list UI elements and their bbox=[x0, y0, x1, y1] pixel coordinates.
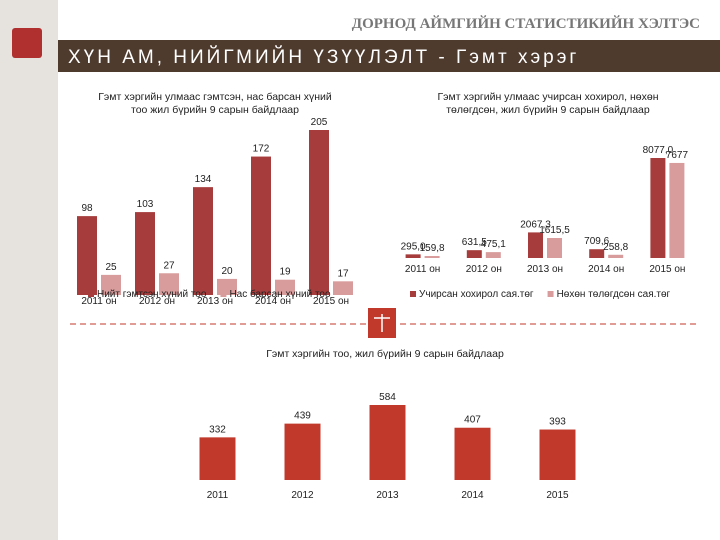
x-tick-label: 2014 bbox=[461, 490, 484, 501]
legend-swatch bbox=[410, 291, 416, 297]
x-tick-label: 2015 он bbox=[313, 296, 349, 307]
legend-label: Нөхөн төлөгдсөн сая.төг bbox=[557, 289, 671, 300]
x-tick-label: 2012 bbox=[291, 490, 314, 501]
bar bbox=[101, 274, 121, 295]
bar bbox=[454, 427, 491, 480]
data-label: 295,0 bbox=[401, 241, 426, 252]
bar bbox=[547, 237, 562, 258]
x-tick-label: 2015 он bbox=[649, 264, 685, 275]
bar bbox=[589, 249, 605, 258]
bar bbox=[528, 232, 543, 258]
bar bbox=[608, 254, 624, 258]
x-tick-label: 2012 он bbox=[139, 296, 175, 307]
data-label: 205 bbox=[311, 117, 328, 128]
x-tick-label: 2013 bbox=[376, 490, 399, 501]
data-label: 393 bbox=[549, 417, 566, 428]
side-strip bbox=[0, 0, 58, 540]
bar bbox=[466, 250, 482, 258]
x-tick-label: 2014 он bbox=[255, 296, 291, 307]
data-label: 25 bbox=[105, 262, 117, 273]
x-tick-label: 2015 bbox=[546, 490, 569, 501]
data-label: 709,6 bbox=[584, 236, 609, 247]
bar bbox=[199, 437, 236, 480]
bar bbox=[424, 256, 440, 258]
legend-label: Учирсан хохирол сая.төг bbox=[419, 289, 534, 300]
bar bbox=[217, 278, 237, 295]
data-label: 407 bbox=[464, 415, 481, 426]
chart-title: Гэмт хэргийн улмаас учирсан хохирол, нөх… bbox=[437, 91, 658, 116]
title-bar bbox=[58, 40, 720, 72]
data-label: 19 bbox=[279, 267, 291, 278]
legend-swatch bbox=[547, 291, 554, 297]
bar bbox=[251, 156, 271, 295]
data-label: 2067,3 bbox=[520, 219, 551, 230]
bar bbox=[77, 216, 97, 295]
bar bbox=[650, 158, 666, 258]
chart-title: Гэмт хэргийн улмаас гэмтсэн, нас барсан … bbox=[98, 91, 332, 116]
x-tick-label: 2011 bbox=[207, 490, 229, 501]
data-label: 134 bbox=[195, 174, 212, 185]
x-tick-label: 2012 он bbox=[466, 264, 502, 275]
data-label: 439 bbox=[294, 411, 311, 422]
bar bbox=[333, 281, 353, 295]
data-label: 103 bbox=[137, 199, 154, 210]
x-tick-label: 2013 он bbox=[527, 264, 563, 275]
data-label: 1615,5 bbox=[539, 225, 570, 236]
data-label: 584 bbox=[379, 392, 396, 403]
data-label: 631,5 bbox=[462, 237, 487, 248]
bar bbox=[275, 279, 295, 295]
bar bbox=[485, 252, 501, 258]
bar bbox=[159, 273, 179, 295]
legend-label: Нийт гэмтсэн хүний тоо bbox=[97, 289, 207, 300]
legend-swatch bbox=[88, 291, 94, 297]
data-label: 27 bbox=[163, 260, 175, 271]
data-label: 172 bbox=[253, 144, 270, 155]
data-label: 8077,0 bbox=[643, 145, 674, 156]
x-tick-label: 2013 он bbox=[197, 296, 233, 307]
org-name: ДОРНОД АЙМГИЙН СТАТИСТИКИЙН ХЭЛТЭС bbox=[352, 15, 700, 32]
legend-label: Нас барсан хүний тоо bbox=[229, 288, 331, 300]
x-tick-label: 2011 он bbox=[405, 264, 440, 275]
data-label: 332 bbox=[209, 424, 226, 435]
bar bbox=[539, 429, 576, 480]
slide-title: ХҮН АМ, НИЙГМИЙН ҮЗҮҮЛЭЛТ - Гэмт хэрэг bbox=[68, 46, 579, 68]
bar bbox=[669, 162, 685, 258]
legend-swatch bbox=[220, 291, 227, 297]
x-tick-label: 2014 он bbox=[588, 264, 624, 275]
data-label: 98 bbox=[81, 203, 93, 214]
data-label: 20 bbox=[221, 266, 233, 277]
data-label: 258,8 bbox=[603, 242, 628, 253]
data-label: 475,1 bbox=[481, 239, 506, 250]
x-tick-label: 2011 он bbox=[81, 296, 116, 307]
data-label: 17 bbox=[337, 268, 349, 279]
chart-title: Гэмт хэргийн тоо, жил бүрийн 9 сарын бай… bbox=[266, 348, 504, 360]
bar bbox=[135, 212, 155, 295]
bar bbox=[309, 130, 329, 295]
bar bbox=[284, 423, 321, 480]
data-label: 7677 bbox=[666, 150, 689, 161]
bar bbox=[369, 405, 406, 480]
bar bbox=[405, 254, 421, 258]
data-label: 159,8 bbox=[420, 243, 445, 254]
logo bbox=[12, 28, 42, 58]
bar bbox=[193, 187, 213, 295]
